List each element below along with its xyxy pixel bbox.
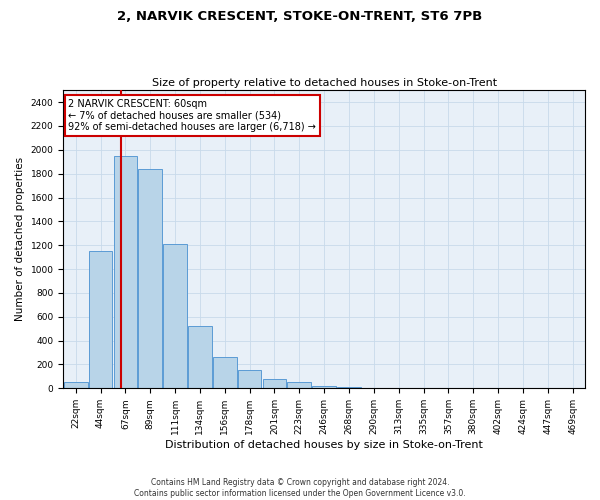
Bar — [337, 387, 361, 388]
Bar — [113, 156, 137, 388]
Y-axis label: Number of detached properties: Number of detached properties — [15, 157, 25, 322]
Bar — [213, 356, 236, 388]
Bar — [89, 251, 112, 388]
Text: 2 NARVIK CRESCENT: 60sqm
← 7% of detached houses are smaller (534)
92% of semi-d: 2 NARVIK CRESCENT: 60sqm ← 7% of detache… — [68, 99, 316, 132]
Bar — [188, 326, 212, 388]
Bar — [64, 382, 88, 388]
Bar — [287, 382, 311, 388]
Title: Size of property relative to detached houses in Stoke-on-Trent: Size of property relative to detached ho… — [152, 78, 497, 88]
Bar — [139, 169, 162, 388]
Bar — [313, 386, 336, 388]
X-axis label: Distribution of detached houses by size in Stoke-on-Trent: Distribution of detached houses by size … — [165, 440, 483, 450]
Bar — [238, 370, 262, 388]
Text: 2, NARVIK CRESCENT, STOKE-ON-TRENT, ST6 7PB: 2, NARVIK CRESCENT, STOKE-ON-TRENT, ST6 … — [118, 10, 482, 23]
Bar — [163, 244, 187, 388]
Text: Contains HM Land Registry data © Crown copyright and database right 2024.
Contai: Contains HM Land Registry data © Crown c… — [134, 478, 466, 498]
Bar — [263, 379, 286, 388]
